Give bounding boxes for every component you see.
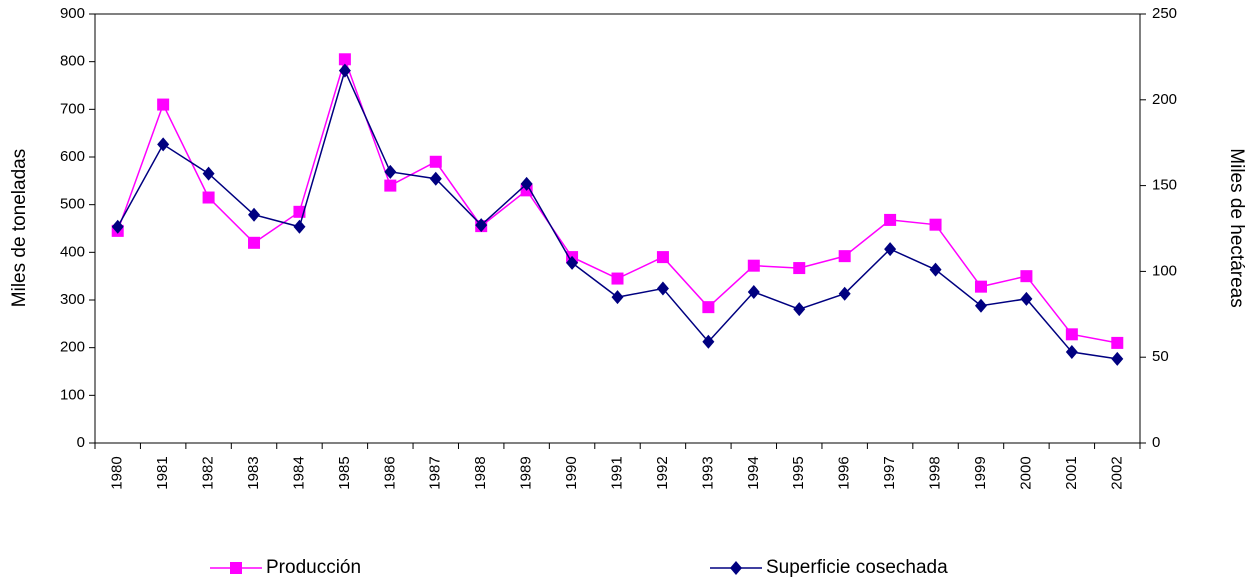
- y-tick-label: 0: [77, 434, 85, 451]
- marker: [611, 272, 624, 285]
- y2-axis-title: Miles de hectáreas: [1226, 148, 1247, 307]
- y2-tick-label: 50: [1152, 348, 1169, 365]
- marker: [248, 207, 261, 222]
- y-tick-label: 600: [60, 148, 85, 165]
- x-tick-label: 1985: [336, 456, 353, 489]
- x-tick-label: 1997: [881, 456, 898, 489]
- y-tick-label: 900: [60, 5, 85, 22]
- marker: [656, 251, 669, 264]
- marker: [338, 53, 351, 66]
- x-tick-label: 1998: [927, 456, 944, 489]
- marker: [157, 137, 170, 152]
- marker: [384, 164, 397, 179]
- legend-label: Producción: [266, 557, 361, 578]
- marker: [248, 236, 261, 249]
- marker: [520, 176, 533, 191]
- y2-tick-label: 200: [1152, 91, 1177, 108]
- marker: [1020, 270, 1033, 283]
- legend-marker: [230, 562, 242, 574]
- x-tick-label: 1981: [154, 456, 171, 489]
- marker: [157, 98, 170, 111]
- marker: [793, 262, 806, 275]
- marker: [429, 155, 442, 168]
- marker: [884, 242, 897, 257]
- x-tick-label: 1993: [699, 456, 716, 489]
- series-line: [117, 68, 1118, 360]
- x-tick-label: 1991: [608, 456, 625, 489]
- y-axis-title: Miles de toneladas: [9, 149, 30, 307]
- marker: [702, 301, 715, 314]
- marker: [747, 259, 760, 272]
- legend-item: Superficie cosechada: [710, 557, 948, 578]
- x-tick-label: 1983: [245, 456, 262, 489]
- y-tick-label: 300: [60, 291, 85, 308]
- x-tick-label: 1995: [790, 456, 807, 489]
- marker: [929, 262, 942, 277]
- y2-tick-label: 0: [1152, 434, 1160, 451]
- marker: [1020, 291, 1033, 306]
- x-tick-label: 2000: [1017, 456, 1034, 489]
- y-tick-label: 100: [60, 386, 85, 403]
- marker: [202, 166, 215, 181]
- x-tick-label: 2002: [1108, 456, 1125, 489]
- y-tick-label: 700: [60, 100, 85, 117]
- marker: [1111, 336, 1124, 349]
- y2-tick-label: 150: [1152, 177, 1177, 194]
- marker: [974, 280, 987, 293]
- marker: [793, 302, 806, 317]
- plot-frame: [94, 13, 1141, 444]
- y-tick-label: 400: [60, 243, 85, 260]
- y2-tick-label: 100: [1152, 262, 1177, 279]
- x-tick-label: 1987: [427, 456, 444, 489]
- marker: [838, 286, 851, 301]
- y-tick-label: 200: [60, 339, 85, 356]
- x-tick-label: 1994: [745, 456, 762, 489]
- marker: [429, 171, 442, 186]
- legend-label: Superficie cosechada: [766, 557, 948, 578]
- marker: [838, 250, 851, 263]
- x-tick-label: 1984: [290, 456, 307, 489]
- y-tick-label: 800: [60, 53, 85, 70]
- marker: [202, 191, 215, 204]
- y-tick-label: 500: [60, 196, 85, 213]
- marker: [702, 334, 715, 349]
- x-tick-label: 1988: [472, 456, 489, 489]
- x-tick-label: 1982: [200, 456, 217, 489]
- legend-marker: [730, 561, 742, 575]
- marker: [747, 284, 760, 299]
- x-tick-label: 1980: [109, 456, 126, 489]
- marker: [566, 255, 579, 270]
- legend-item: Producción: [210, 557, 361, 578]
- marker: [656, 281, 669, 296]
- x-tick-label: 1992: [654, 456, 671, 489]
- marker: [1065, 345, 1078, 360]
- marker: [929, 218, 942, 231]
- marker: [1111, 351, 1124, 366]
- marker: [338, 63, 351, 78]
- x-tick-label: 1990: [563, 456, 580, 489]
- y2-tick-label: 250: [1152, 5, 1177, 22]
- x-tick-label: 1999: [972, 456, 989, 489]
- marker: [611, 290, 624, 305]
- x-tick-label: 1989: [518, 456, 535, 489]
- marker: [293, 219, 306, 234]
- marker: [884, 213, 897, 226]
- marker: [475, 218, 488, 233]
- marker: [384, 179, 397, 192]
- x-tick-label: 1996: [836, 456, 853, 489]
- x-tick-label: 1986: [381, 456, 398, 489]
- marker: [111, 219, 124, 234]
- marker: [974, 298, 987, 313]
- x-tick-label: 2001: [1063, 456, 1080, 489]
- marker: [1065, 328, 1078, 341]
